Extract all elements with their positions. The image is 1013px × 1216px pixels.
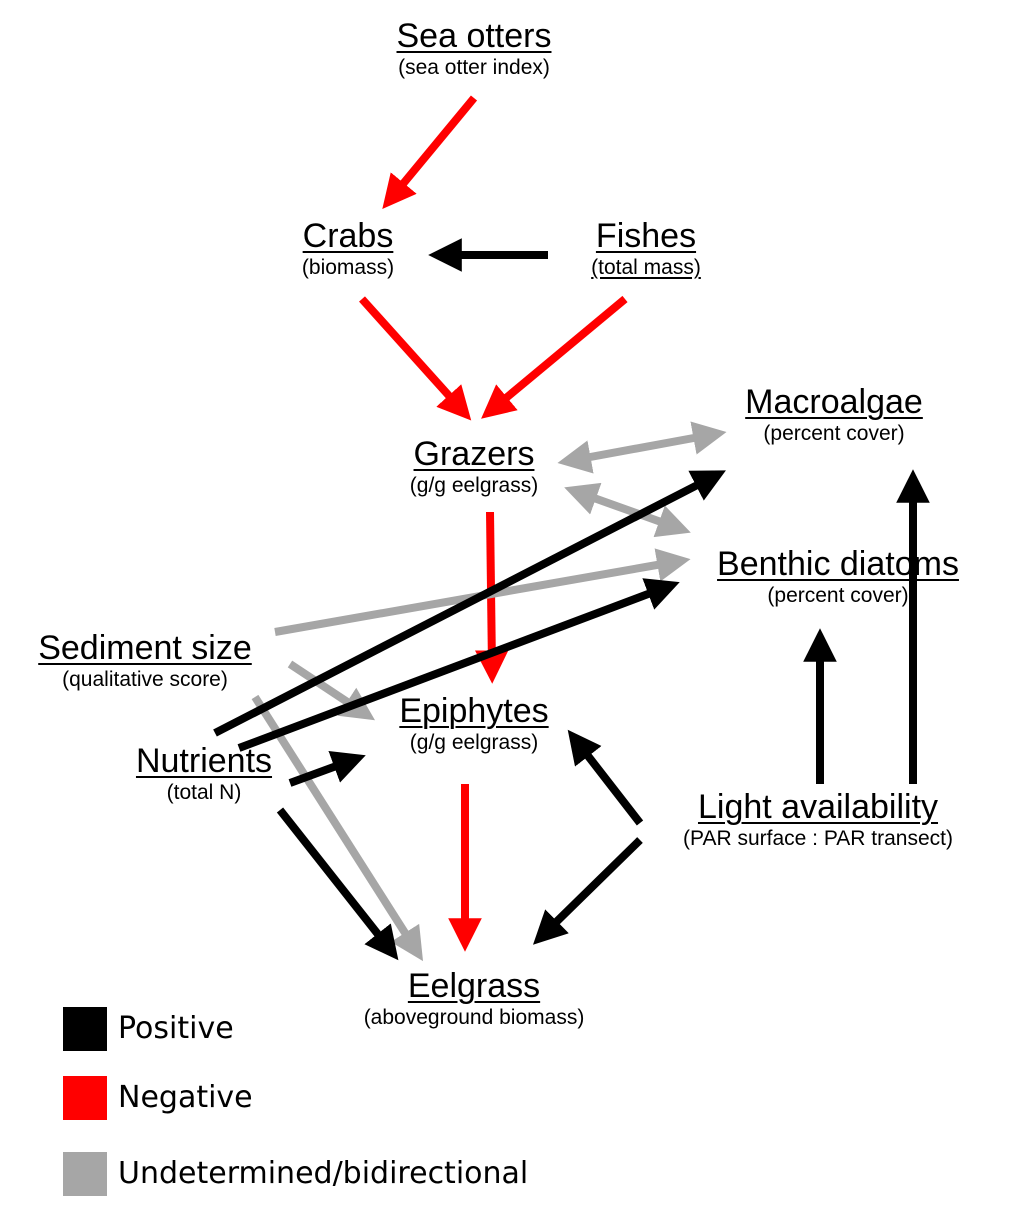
legend-swatch-undetermined xyxy=(63,1152,107,1196)
edge-light-to-eelgrass xyxy=(532,837,643,945)
node-subtitle: (total mass) xyxy=(591,256,701,279)
node-subtitle: (PAR surface : PAR transect) xyxy=(683,827,953,850)
legend-label-positive: Positive xyxy=(118,1011,234,1046)
node-subtitle: (qualitative score) xyxy=(62,668,228,691)
node-grazers: Grazers (g/g eelgrass) xyxy=(374,435,574,499)
node-light-availability: Light availability (PAR surface : PAR tr… xyxy=(648,788,988,852)
node-title: Eelgrass xyxy=(407,967,541,1005)
legend-swatch-positive xyxy=(63,1007,107,1051)
node-subtitle: (aboveground biomass) xyxy=(363,1006,585,1029)
node-subtitle: (g/g eelgrass) xyxy=(409,474,539,497)
node-fishes: Fishes (total mass) xyxy=(566,217,726,281)
node-sea-otters: Sea otters (sea otter index) xyxy=(374,17,574,81)
node-title: Macroalgae xyxy=(745,383,923,421)
edge-crabs-to-grazers xyxy=(359,296,472,421)
edge-sediment-to-eelgrass xyxy=(251,694,424,962)
node-crabs: Crabs (biomass) xyxy=(268,217,428,281)
node-title: Sediment size xyxy=(38,629,252,667)
legend-label-negative: Negative xyxy=(118,1080,253,1115)
edge-grazers-macroalgae xyxy=(557,421,727,474)
node-macroalgae: Macroalgae (percent cover) xyxy=(724,383,944,447)
node-title: Grazers xyxy=(413,435,535,473)
node-sediment-size: Sediment size (qualitative score) xyxy=(10,629,280,693)
node-title: Crabs xyxy=(302,217,394,255)
edge-nutrients-to-epiphytes xyxy=(288,751,366,787)
legend-swatch-negative xyxy=(63,1076,107,1120)
edge-nutrients-to-benthic-diatoms xyxy=(237,578,680,752)
node-subtitle: (biomass) xyxy=(301,256,395,279)
node-subtitle: (percent cover) xyxy=(767,584,909,607)
node-subtitle: (sea otter index) xyxy=(398,56,550,79)
node-title: Epiphytes xyxy=(399,692,549,730)
legend-label-undetermined: Undetermined/bidirectional xyxy=(118,1156,529,1191)
node-eelgrass: Eelgrass (aboveground biomass) xyxy=(334,967,614,1031)
node-title: Benthic diatoms xyxy=(717,545,959,583)
node-title: Light availability xyxy=(697,788,939,826)
node-subtitle: (g/g eelgrass) xyxy=(409,731,539,754)
node-title: Sea otters xyxy=(396,17,552,55)
node-nutrients: Nutrients (total N) xyxy=(114,742,294,806)
node-benthic-diatoms: Benthic diatoms (percent cover) xyxy=(688,545,988,609)
node-subtitle: (total N) xyxy=(166,781,242,804)
edge-light-to-epiphytes xyxy=(567,729,644,826)
edge-nutrients-to-eelgrass xyxy=(276,807,399,961)
node-subtitle: (percent cover) xyxy=(763,422,905,445)
edge-fishes-to-grazers xyxy=(481,295,628,419)
node-title: Nutrients xyxy=(135,742,273,780)
node-title: Fishes xyxy=(595,217,697,255)
edge-sea-otters-to-crabs xyxy=(382,95,478,209)
node-epiphytes: Epiphytes (g/g eelgrass) xyxy=(364,692,584,756)
edge-nutrients-to-macroalgae xyxy=(213,470,726,737)
edge-grazers-benthic-diatoms xyxy=(564,482,691,538)
